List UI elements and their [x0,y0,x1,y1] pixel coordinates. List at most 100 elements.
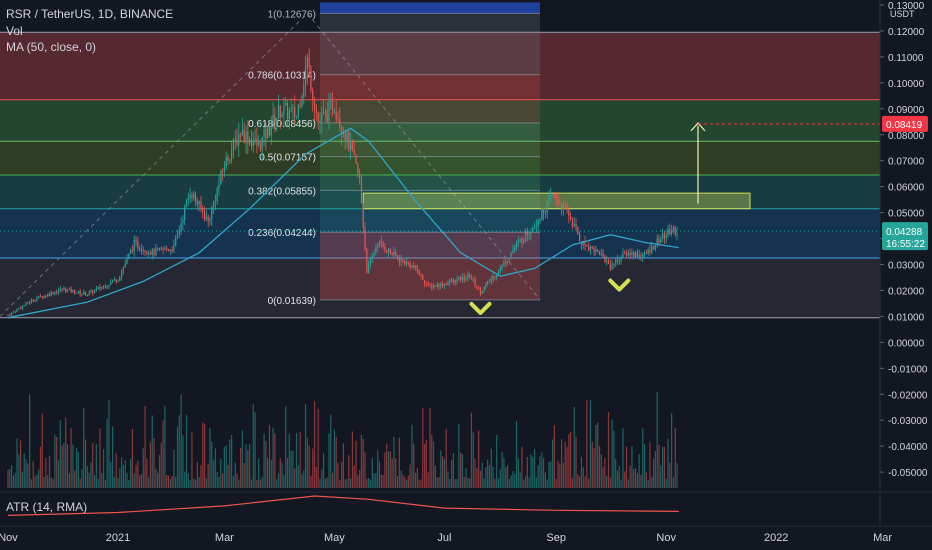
volume-bar [602,467,604,488]
candle-body [39,296,42,298]
volume-legend[interactable]: Vol [6,24,23,38]
candle-body [535,225,537,228]
volume-bar [660,465,662,488]
y-tick-label: 0.08000 [888,131,925,142]
candle-body [618,261,620,263]
volume-bar [591,441,593,488]
y-tick-label: 0.09000 [888,105,925,116]
volume-bar [306,437,308,488]
volume-bar [149,442,152,488]
candle-body [660,239,662,243]
candle-body [259,142,262,151]
volume-bar [360,434,363,488]
candle-body [573,223,575,227]
candle-body [634,252,637,257]
volume-bar [310,475,312,488]
volume-bar [342,443,345,488]
volume-bar [74,470,76,488]
volume-bar [456,478,458,488]
candle-body [458,277,460,279]
candle-body [301,96,303,107]
candle-body [240,134,242,136]
candle-body [43,295,45,298]
candle-body [331,101,334,113]
volume-bar [351,431,354,488]
candle-body [315,109,317,114]
candle-body [460,277,462,281]
volume-bar [308,445,310,488]
candle-body [135,240,137,242]
candle-body [517,240,519,243]
candle-body [220,171,222,185]
volume-bar [162,420,164,488]
candle-body [258,142,260,146]
candle-body [158,247,161,250]
candle-body [324,110,326,113]
candle-body [144,250,146,252]
candle-body [72,290,74,293]
candle-body [140,249,143,252]
volume-bar [333,429,335,488]
volume-bar [550,461,552,488]
candle-body [589,246,592,251]
y-tick-label: -0.02000 [888,390,928,401]
candle-body [83,292,85,294]
symbol-legend[interactable]: RSR / TetherUS, 1D, BINANCE [6,7,174,21]
candle-body [211,206,213,219]
candle-body [133,240,135,252]
candle-body [294,106,296,118]
volume-bar [589,400,592,488]
candle-body [559,204,561,206]
volume-bar [122,465,125,488]
candle-body [478,287,480,289]
candle-body [368,264,370,274]
volume-bar [561,439,563,488]
candle-body [77,290,79,293]
volume-bar [312,448,314,488]
candle-body [377,245,379,248]
volume-bar [108,399,110,488]
candle-body [537,220,539,226]
volume-bar [420,479,422,488]
volume-bar [18,454,20,488]
volume-bar [465,468,467,488]
volume-bar [474,458,476,488]
volume-bar [386,443,388,488]
candle-body [184,206,186,221]
candle-body [620,257,622,262]
candle-body [661,233,664,240]
volume-bar [616,470,619,488]
ma-legend[interactable]: MA (50, close, 0) [6,40,97,54]
trend-line [306,13,541,301]
volume-bar [252,404,254,488]
volume-bar [133,473,135,488]
fib-zone [319,232,540,300]
candle-body [160,247,162,249]
candle-body [449,280,451,283]
volume-bar [319,478,321,488]
volume-bar [290,451,292,488]
candle-body [108,284,110,287]
volume-bar [373,473,375,488]
volume-bar [476,468,478,488]
volume-bar [559,464,561,488]
candle-body [362,202,364,228]
candle-body [16,309,18,312]
candle-body [322,112,325,114]
candle-body [579,234,581,242]
volume-bar [301,474,303,488]
candle-body [185,199,188,207]
candle-body [539,219,541,221]
ma-line [7,127,679,319]
volume-bar [157,472,159,488]
volume-bar [313,401,316,488]
candle-body [157,248,159,250]
volume-bar [487,459,489,488]
volume-bar [548,462,550,488]
candle-body [63,288,65,290]
candle-body [613,264,615,266]
atr-legend[interactable]: ATR (14, RMA) [6,500,88,514]
volume-bar [139,475,141,488]
volume-bar [604,457,606,488]
